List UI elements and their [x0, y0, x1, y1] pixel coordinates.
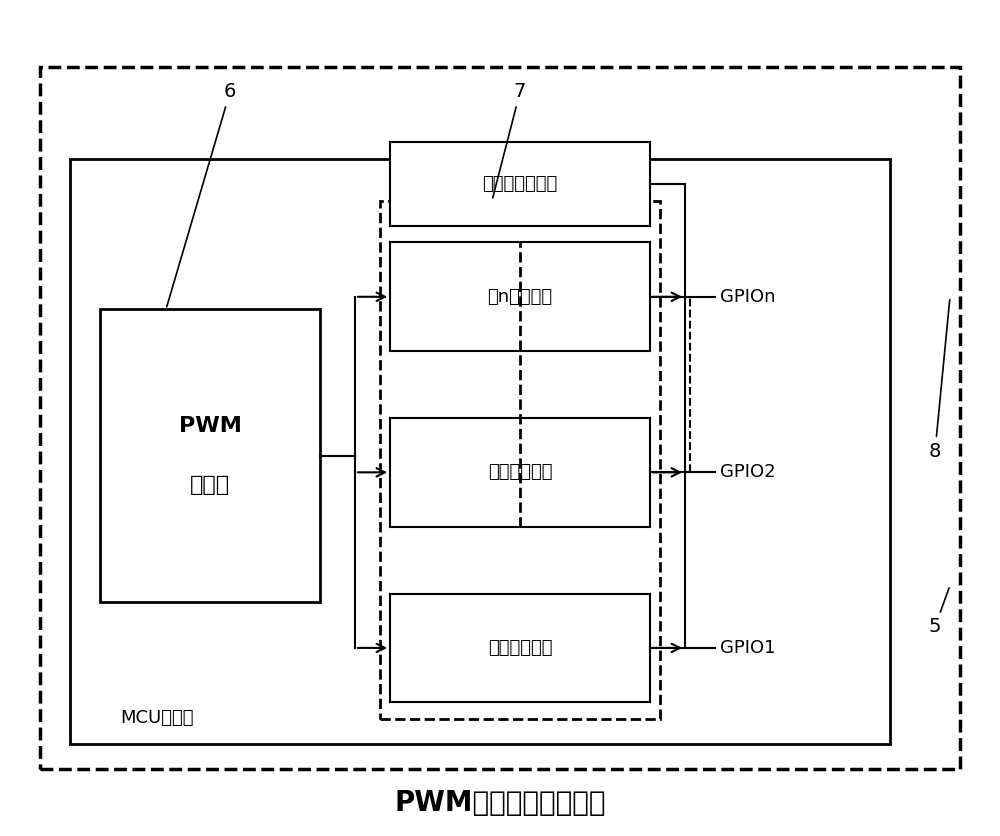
Text: 第n输出通道: 第n输出通道 — [487, 288, 553, 306]
Text: GPIO1: GPIO1 — [720, 639, 776, 657]
Text: 定时器: 定时器 — [190, 475, 230, 495]
Text: 6: 6 — [167, 83, 236, 307]
Text: PWM: PWM — [179, 416, 241, 436]
Text: 第一输出通道: 第一输出通道 — [488, 639, 552, 657]
Bar — [40, 67, 960, 769]
Text: 5: 5 — [929, 588, 949, 636]
Bar — [390, 142, 650, 226]
Text: 8: 8 — [929, 299, 950, 461]
Text: 第二输出通道: 第二输出通道 — [488, 463, 552, 482]
Bar — [100, 309, 320, 602]
Text: 输出通道控制器: 输出通道控制器 — [482, 175, 558, 193]
Text: PWM驱动信号发生电路: PWM驱动信号发生电路 — [394, 788, 606, 817]
Bar — [70, 159, 890, 744]
Text: 7: 7 — [493, 83, 526, 198]
Text: GPIOn: GPIOn — [720, 288, 776, 306]
Bar — [390, 594, 650, 702]
Text: GPIO2: GPIO2 — [720, 463, 776, 482]
Bar — [380, 201, 660, 719]
Bar — [390, 418, 650, 527]
Bar — [390, 242, 650, 351]
Text: MCU控制器: MCU控制器 — [120, 709, 194, 727]
